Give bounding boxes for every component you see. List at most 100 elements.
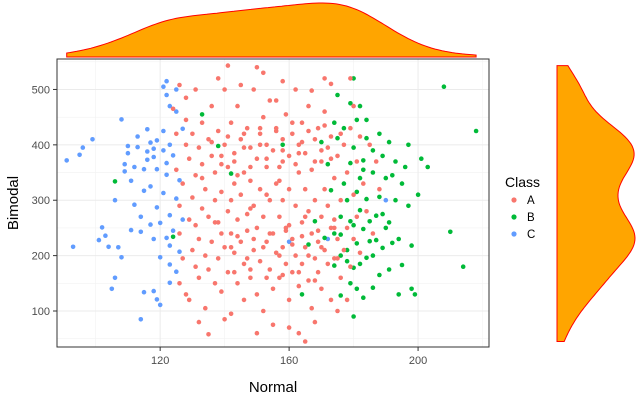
data-point-b — [390, 173, 395, 178]
data-point-a — [248, 145, 253, 150]
data-point-a — [232, 150, 237, 156]
data-point-c — [164, 235, 169, 241]
data-point-c — [119, 117, 124, 122]
data-point-b — [383, 225, 389, 231]
data-point-c — [157, 302, 163, 308]
data-point-b — [332, 120, 337, 125]
data-point-c — [164, 92, 169, 98]
data-point-b — [373, 213, 379, 218]
data-point-c — [154, 205, 160, 210]
data-point-a — [228, 197, 234, 203]
data-point-c — [103, 233, 108, 238]
data-point-a — [280, 159, 286, 164]
data-point-b — [370, 170, 376, 175]
data-point-b — [377, 194, 382, 200]
data-point-b — [393, 197, 398, 203]
data-point-a — [235, 281, 240, 286]
data-point-c — [151, 236, 156, 242]
data-point-b — [335, 135, 340, 141]
data-point-a — [257, 258, 263, 264]
data-point-b — [112, 179, 118, 184]
data-point-b — [370, 285, 376, 291]
data-point-a — [312, 159, 318, 164]
data-point-a — [196, 145, 202, 150]
data-point-b — [409, 286, 414, 292]
data-point-a — [225, 164, 231, 170]
data-point-c — [141, 166, 147, 172]
data-point-a — [348, 76, 353, 81]
data-point-b — [348, 219, 353, 224]
data-point-a — [306, 128, 311, 134]
data-point-c — [109, 286, 115, 292]
data-point-c — [180, 217, 185, 222]
data-point-c — [170, 228, 176, 233]
data-point-c — [148, 222, 153, 227]
data-point-b — [354, 117, 360, 123]
data-point-a — [283, 112, 289, 117]
data-point-c — [164, 172, 169, 178]
data-point-a — [232, 181, 237, 186]
data-point-c — [145, 157, 150, 163]
plot-panel — [56, 58, 490, 348]
data-point-b — [280, 142, 286, 148]
data-point-a — [183, 117, 189, 123]
data-point-a — [180, 181, 185, 186]
data-point-a — [338, 131, 344, 137]
data-point-c — [174, 87, 179, 92]
data-point-a — [267, 98, 273, 103]
data-point-a — [270, 322, 276, 328]
data-point-a — [325, 261, 331, 267]
data-point-a — [199, 175, 205, 181]
data-point-a — [306, 278, 311, 283]
data-point-b — [364, 117, 369, 123]
data-point-c — [125, 143, 131, 149]
data-point-c — [167, 103, 173, 109]
data-point-a — [354, 214, 360, 220]
legend-key-a — [511, 197, 517, 203]
data-point-a — [254, 225, 260, 231]
data-point-a — [319, 148, 324, 153]
data-point-a — [254, 292, 260, 297]
data-point-a — [196, 275, 202, 281]
data-point-b — [348, 160, 353, 166]
data-point-a — [183, 142, 189, 148]
data-point-b — [415, 192, 421, 197]
data-point-b — [344, 258, 350, 264]
legend: Class ABC — [505, 174, 540, 241]
data-point-a — [293, 87, 298, 92]
data-point-a — [254, 156, 260, 161]
y-tick-label: 400 — [32, 140, 50, 152]
data-point-a — [357, 250, 363, 256]
data-point-c — [164, 160, 169, 166]
data-point-a — [348, 264, 353, 270]
data-point-a — [196, 319, 202, 325]
data-point-a — [257, 186, 263, 192]
data-point-a — [335, 153, 340, 159]
data-point-a — [261, 308, 266, 314]
data-point-a — [238, 137, 244, 142]
data-point-a — [251, 203, 256, 209]
data-point-a — [322, 109, 327, 114]
data-point-a — [193, 222, 198, 228]
data-point-a — [309, 88, 315, 93]
data-point-c — [161, 148, 166, 153]
legend-key-b — [511, 214, 517, 220]
data-point-a — [261, 114, 266, 120]
data-point-a — [312, 278, 318, 283]
data-point-a — [273, 98, 279, 103]
data-point-a — [280, 245, 286, 250]
data-point-b — [361, 158, 366, 163]
data-point-b — [351, 314, 356, 319]
data-point-a — [244, 256, 250, 261]
data-point-a — [273, 181, 279, 186]
data-point-c — [174, 109, 179, 114]
data-point-a — [203, 305, 208, 311]
data-point-a — [241, 170, 247, 175]
data-point-a — [225, 269, 231, 275]
x-tick-label: 120 — [151, 355, 169, 367]
data-point-a — [273, 128, 279, 134]
data-point-b — [460, 264, 466, 270]
data-point-a — [228, 311, 234, 317]
data-point-a — [199, 161, 205, 167]
data-point-a — [177, 82, 182, 88]
